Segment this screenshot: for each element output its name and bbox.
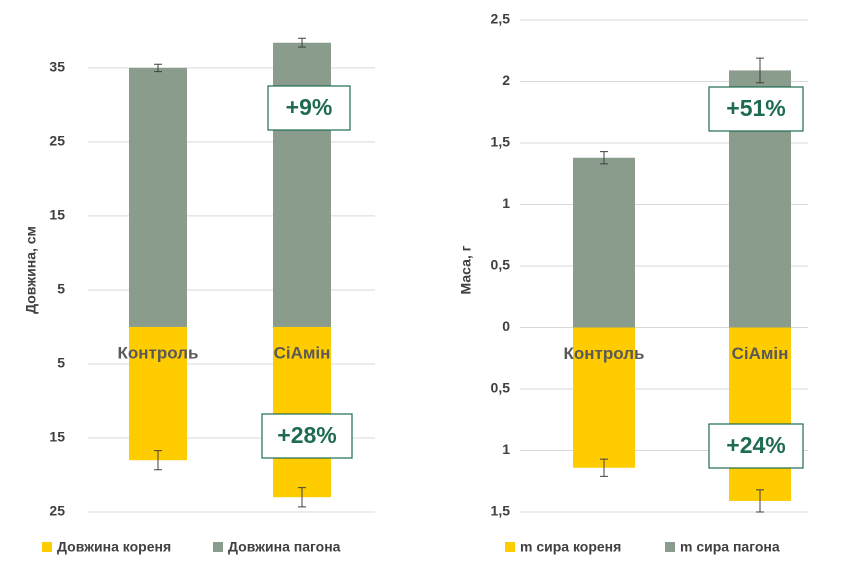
y-tick-label: 1 xyxy=(502,441,510,457)
legend-label: m сира пагона xyxy=(680,539,780,555)
annotation: +24% xyxy=(726,432,785,458)
annotation: +9% xyxy=(286,94,333,120)
y-tick-label: 0 xyxy=(502,318,510,334)
category-label: СіАмін xyxy=(274,343,331,362)
bar xyxy=(273,326,331,498)
y-tick-label: 1,5 xyxy=(491,134,511,150)
bar xyxy=(573,327,635,468)
y-tick-label: 2 xyxy=(502,72,510,88)
y-tick-label: 0,5 xyxy=(491,380,511,396)
error-bar xyxy=(298,37,306,48)
error-bar xyxy=(756,57,764,84)
bar xyxy=(129,67,187,327)
annotation-box xyxy=(708,423,804,469)
y-tick-label: 15 xyxy=(49,207,65,223)
y-axis-label: Довжина, см xyxy=(23,226,39,314)
legend-label: Довжина кореня xyxy=(57,539,171,555)
legend-label: Довжина пагона xyxy=(228,539,341,555)
legend-swatch xyxy=(505,542,515,552)
y-tick-label: 15 xyxy=(49,429,65,445)
category-label: СіАмін xyxy=(732,344,789,363)
y-tick-label: 5 xyxy=(57,355,65,371)
y-axis-label: Маса, г xyxy=(458,245,474,294)
legend-label: m сира кореня xyxy=(520,539,621,555)
y-tick-label: 0,5 xyxy=(491,257,511,273)
annotation: +51% xyxy=(726,95,785,121)
annotation: +28% xyxy=(277,422,336,448)
legend-swatch xyxy=(213,542,223,552)
category-label: Контроль xyxy=(564,344,645,363)
annotation-box xyxy=(267,85,351,131)
annotation-box xyxy=(708,86,804,132)
legend-swatch xyxy=(665,542,675,552)
bar xyxy=(573,157,635,328)
y-tick-label: 35 xyxy=(49,59,65,75)
error-bar xyxy=(154,63,162,73)
y-tick-label: 1 xyxy=(502,195,510,211)
y-tick-label: 5 xyxy=(57,281,65,297)
y-tick-label: 25 xyxy=(49,133,65,149)
legend-swatch xyxy=(42,542,52,552)
annotation-box xyxy=(261,413,353,459)
error-bar xyxy=(600,458,608,477)
error-bar xyxy=(154,450,162,471)
y-tick-label: 1,5 xyxy=(491,503,511,519)
error-bar xyxy=(298,487,306,508)
category-label: Контроль xyxy=(118,343,199,362)
y-tick-label: 2,5 xyxy=(491,11,511,27)
bar xyxy=(129,326,187,461)
bar xyxy=(729,327,791,501)
bar xyxy=(273,42,331,327)
y-tick-label: 25 xyxy=(49,503,65,519)
error-bar xyxy=(600,151,608,165)
error-bar xyxy=(756,489,764,513)
